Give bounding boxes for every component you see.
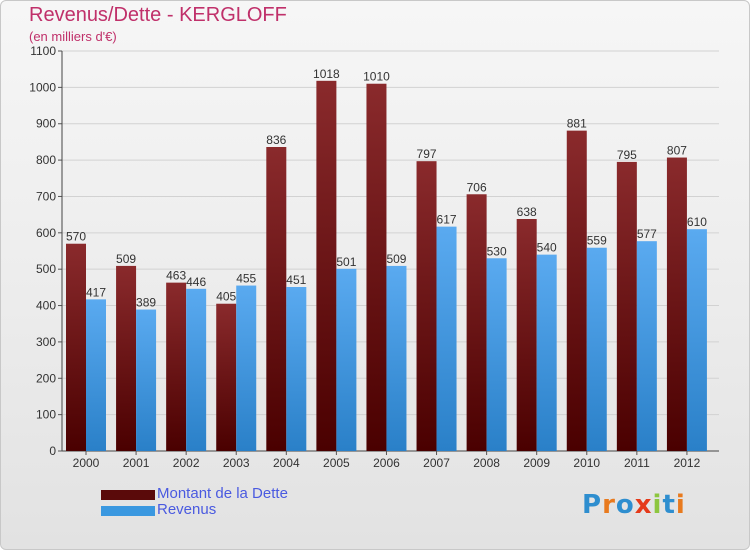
revenue-value-label: 446	[186, 275, 206, 289]
revenue-bar	[336, 268, 357, 451]
y-tick-label: 300	[36, 335, 56, 349]
revenue-bar	[636, 241, 657, 451]
debt-bar	[66, 243, 86, 451]
revenue-value-label: 417	[86, 285, 106, 299]
debt-value-label: 638	[517, 205, 537, 219]
legend-swatch-debt	[101, 490, 155, 500]
x-tick-label: 2010	[573, 456, 600, 470]
x-tick-label: 2007	[423, 456, 450, 470]
x-tick-label: 2003	[223, 456, 250, 470]
debt-value-label: 1018	[313, 67, 340, 81]
x-tick-label: 2009	[523, 456, 550, 470]
logo-letter: t	[662, 490, 676, 520]
logo-letter: i	[652, 490, 663, 520]
legend-label-debt: Montant de la Dette	[157, 485, 288, 502]
y-tick-label: 600	[36, 226, 56, 240]
y-tick-label: 1000	[29, 80, 56, 94]
revenue-value-label: 530	[487, 244, 507, 258]
debt-value-label: 706	[467, 180, 487, 194]
bars	[66, 80, 707, 452]
debt-value-label: 836	[266, 133, 286, 147]
debt-bar	[366, 83, 387, 452]
revenue-value-label: 610	[687, 215, 707, 229]
x-tick-label: 2011	[624, 456, 650, 470]
debt-value-label: 807	[667, 144, 687, 158]
debt-bar	[616, 161, 637, 451]
logo-letter: i	[675, 490, 686, 520]
x-tick-label: 2008	[473, 456, 500, 470]
chart-subtitle: (en milliers d'€)	[29, 29, 117, 44]
debt-bar	[216, 303, 237, 451]
revenue-value-label: 617	[437, 213, 457, 227]
debt-value-label: 1010	[363, 70, 390, 84]
revenue-bar	[436, 226, 457, 451]
y-tick-label: 100	[36, 408, 56, 422]
revenue-bar	[486, 258, 507, 451]
logo-letter: x	[634, 490, 653, 520]
revenue-value-label: 509	[386, 252, 406, 266]
y-tick-label: 900	[36, 117, 56, 131]
x-tick-label: 2004	[273, 456, 300, 470]
revenue-bar	[86, 299, 106, 451]
revenue-value-label: 559	[587, 234, 607, 248]
legend-swatch-revenue	[101, 506, 155, 516]
debt-value-label: 405	[216, 290, 236, 304]
x-tick-label: 2006	[373, 456, 400, 470]
debt-bar	[666, 157, 687, 451]
debt-value-label: 797	[417, 147, 437, 161]
axes: 0 100 200 300 400 500 600 700 800 900 1000 1100 2000…	[29, 44, 719, 470]
debt-bar	[566, 130, 587, 452]
revenue-bar	[536, 254, 557, 451]
revenue-bar	[386, 265, 407, 451]
x-tick-label: 2002	[173, 456, 200, 470]
debt-bar	[266, 147, 287, 451]
revenue-bar	[286, 287, 307, 451]
revenue-value-label: 455	[236, 272, 256, 286]
debt-bar	[116, 265, 137, 451]
y-tick-label: 500	[36, 262, 56, 276]
y-tick-label: 1100	[30, 44, 56, 58]
revenue-value-label: 540	[537, 241, 557, 255]
logo-letter: r	[602, 490, 616, 520]
y-tick-label: 400	[36, 299, 56, 313]
x-tick-label: 2012	[674, 456, 701, 470]
logo-letter: o	[615, 490, 635, 520]
revenue-bar	[186, 288, 207, 451]
debt-value-label: 570	[66, 230, 86, 244]
proxiti-logo: Proxiti	[582, 490, 686, 520]
revenue-bar	[586, 247, 607, 451]
x-tick-label: 2001	[123, 456, 150, 470]
debt-bar	[316, 80, 337, 452]
legend-label-revenue: Revenus	[157, 501, 217, 518]
debt-value-label: 509	[116, 252, 136, 266]
chart-title: Revenus/Dette - KERGLOFF	[29, 4, 287, 26]
revenue-bar	[686, 229, 707, 451]
revenue-value-label: 501	[336, 255, 356, 269]
y-tick-label: 0	[49, 444, 56, 458]
y-tick-label: 200	[36, 371, 56, 385]
x-tick-label: 2000	[73, 456, 100, 470]
revenue-bar	[136, 309, 157, 451]
debt-bar	[166, 282, 187, 451]
debt-bar	[466, 194, 487, 452]
revenue-bar	[236, 285, 257, 451]
revenue-value-label: 451	[286, 273, 306, 287]
debt-value-label: 795	[617, 148, 637, 162]
debt-bar	[416, 161, 437, 451]
debt-value-label: 463	[166, 269, 186, 283]
debt-value-label: 881	[567, 117, 587, 131]
debt-bar	[516, 219, 537, 451]
revenue-value-label: 389	[136, 296, 156, 310]
logo-letter: P	[582, 490, 603, 520]
x-tick-label: 2005	[323, 456, 350, 470]
revenue-value-label: 577	[637, 227, 657, 241]
y-tick-label: 800	[36, 153, 56, 167]
y-tick-label: 700	[36, 189, 56, 203]
